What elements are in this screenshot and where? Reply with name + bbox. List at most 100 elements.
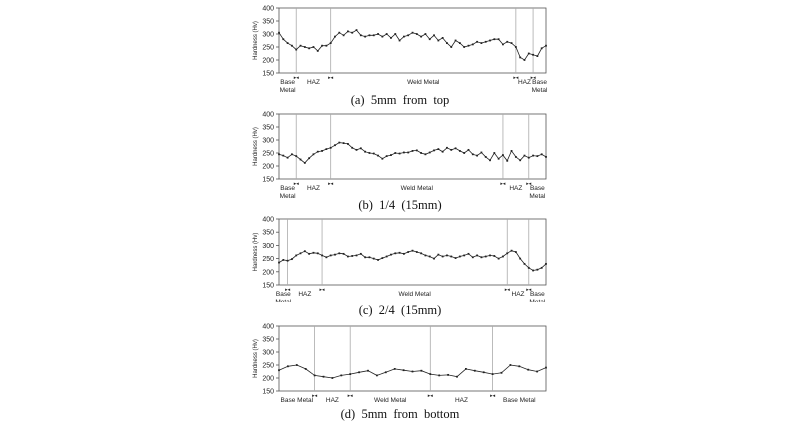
data-point bbox=[360, 34, 362, 36]
data-point bbox=[394, 252, 396, 254]
data-point bbox=[381, 158, 383, 160]
data-point bbox=[313, 46, 315, 48]
data-point bbox=[321, 150, 323, 152]
data-point bbox=[532, 155, 534, 157]
y-tick-label: 200 bbox=[262, 164, 274, 171]
data-point bbox=[338, 142, 340, 144]
data-point bbox=[493, 38, 495, 40]
data-point bbox=[446, 255, 448, 257]
region-label: BaseMetal bbox=[280, 185, 296, 198]
data-point bbox=[351, 32, 353, 34]
data-point bbox=[308, 157, 310, 159]
data-point bbox=[472, 44, 474, 46]
data-point bbox=[314, 375, 316, 377]
data-point bbox=[369, 152, 371, 154]
y-tick-label: 400 bbox=[262, 324, 274, 331]
data-point bbox=[287, 42, 289, 44]
y-axis-label: Hardness (Hv) bbox=[253, 21, 259, 60]
data-point bbox=[390, 254, 392, 256]
data-point bbox=[429, 373, 431, 375]
data-point bbox=[343, 253, 345, 255]
data-point bbox=[399, 153, 401, 155]
data-point bbox=[447, 374, 449, 376]
series-line bbox=[279, 143, 546, 163]
data-point bbox=[308, 253, 310, 255]
data-point bbox=[502, 154, 504, 156]
chart-2: 150200250300350400Hardness (Hv)▸◂ ▸◂ ▸◂ ▸◂B… bbox=[0, 106, 800, 198]
y-tick-label: 400 bbox=[262, 217, 274, 224]
data-point bbox=[429, 152, 431, 154]
data-point bbox=[433, 258, 435, 260]
data-point bbox=[511, 42, 513, 44]
y-tick-label: 350 bbox=[262, 337, 274, 344]
data-point bbox=[377, 33, 379, 35]
data-point bbox=[304, 250, 306, 252]
data-point bbox=[425, 33, 427, 35]
data-point bbox=[325, 256, 327, 258]
boundary-marker: ▸◂ bbox=[328, 75, 334, 81]
y-tick-label: 200 bbox=[262, 376, 274, 383]
data-point bbox=[463, 255, 465, 257]
data-point bbox=[360, 147, 362, 149]
data-point bbox=[532, 54, 534, 56]
data-point bbox=[524, 263, 526, 265]
data-point bbox=[506, 160, 508, 162]
data-point bbox=[459, 150, 461, 152]
data-point bbox=[515, 251, 517, 253]
data-point bbox=[390, 37, 392, 39]
y-tick-label: 200 bbox=[262, 269, 274, 276]
data-point bbox=[433, 34, 435, 36]
y-tick-label: 250 bbox=[262, 151, 274, 158]
data-point bbox=[360, 253, 362, 255]
data-point bbox=[291, 258, 293, 260]
data-point bbox=[308, 47, 310, 49]
data-point bbox=[476, 255, 478, 257]
data-point bbox=[321, 45, 323, 47]
data-point bbox=[472, 153, 474, 155]
data-point bbox=[519, 57, 521, 59]
data-point bbox=[425, 255, 427, 257]
data-point bbox=[485, 156, 487, 158]
data-point bbox=[510, 364, 512, 366]
region-label: Weld Metal bbox=[374, 397, 407, 404]
data-point bbox=[541, 153, 543, 155]
data-point bbox=[373, 258, 375, 260]
data-point bbox=[313, 153, 315, 155]
data-point bbox=[536, 155, 538, 157]
data-point bbox=[295, 255, 297, 257]
y-tick-label: 250 bbox=[262, 363, 274, 370]
data-point bbox=[412, 32, 414, 34]
data-point bbox=[501, 372, 503, 374]
data-point bbox=[381, 36, 383, 38]
y-tick-label: 250 bbox=[262, 256, 274, 263]
data-point bbox=[356, 149, 358, 151]
region-label: HAZ bbox=[307, 79, 320, 86]
data-point bbox=[442, 256, 444, 258]
data-point bbox=[399, 40, 401, 42]
data-point bbox=[287, 157, 289, 159]
data-point bbox=[442, 151, 444, 153]
data-point bbox=[468, 253, 470, 255]
boundary-marker: ▸◂ bbox=[500, 181, 506, 187]
data-point bbox=[304, 162, 306, 164]
data-point bbox=[474, 370, 476, 372]
data-point bbox=[278, 369, 280, 371]
data-point bbox=[481, 42, 483, 44]
data-point bbox=[511, 250, 513, 252]
data-point bbox=[394, 152, 396, 154]
data-point bbox=[506, 41, 508, 43]
data-point bbox=[519, 258, 521, 260]
region-label: BaseMetal bbox=[280, 79, 296, 92]
region-label: BaseMetal bbox=[529, 185, 545, 198]
data-point bbox=[493, 255, 495, 257]
y-tick-label: 300 bbox=[262, 32, 274, 39]
data-point bbox=[485, 41, 487, 43]
data-point bbox=[545, 156, 547, 158]
data-point bbox=[330, 42, 332, 44]
data-point bbox=[386, 256, 388, 258]
data-point bbox=[278, 32, 280, 34]
data-point bbox=[541, 267, 543, 269]
region-label: BaseMetal bbox=[532, 79, 548, 92]
